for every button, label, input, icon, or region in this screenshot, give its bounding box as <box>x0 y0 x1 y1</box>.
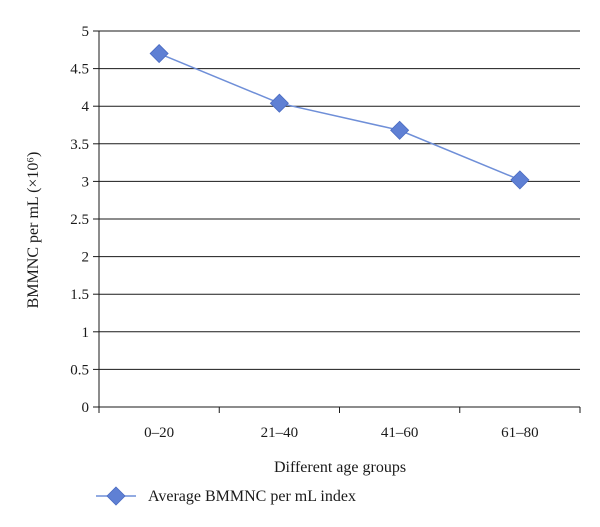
y-tick-label: 0.5 <box>70 362 89 378</box>
legend-label: Average BMMNC per mL index <box>148 488 356 505</box>
legend-marker <box>106 486 126 506</box>
y-tick-label: 4.5 <box>70 62 89 78</box>
y-tick-label: 3.5 <box>70 137 89 153</box>
y-tick-label: 0 <box>82 400 90 416</box>
y-tick-label: 2 <box>82 250 90 266</box>
x-axis-ticks: 0–20 21–40 41–60 61–80 <box>98 407 581 441</box>
data-point <box>390 120 410 140</box>
y-tick-label: 3 <box>82 174 90 190</box>
data-point <box>269 93 289 113</box>
legend: Average BMMNC per mL index <box>96 486 356 506</box>
y-tick-label: 5 <box>82 24 90 40</box>
series-layer <box>149 43 530 190</box>
data-point <box>510 170 530 190</box>
x-tick-label: 41–60 <box>381 425 419 441</box>
y-axis-title: BMMNC per mL (×10⁶) <box>25 152 42 309</box>
x-tick-label: 61–80 <box>501 425 539 441</box>
y-tick-label: 1 <box>82 325 90 341</box>
y-tick-label: 1.5 <box>70 287 89 303</box>
x-axis-title: Different age groups <box>274 459 406 476</box>
gridlines <box>99 30 580 370</box>
x-tick-label: 21–40 <box>261 425 299 441</box>
data-point <box>149 43 169 64</box>
series-line <box>158 52 521 181</box>
x-tick-label: 0–20 <box>144 425 174 441</box>
y-tick-label: 4 <box>82 99 90 115</box>
y-tick-label: 2.5 <box>70 212 89 228</box>
y-axis-ticks: 0 0.5 1 1.5 2 2.5 3 3.5 4 4.5 5 <box>70 24 99 416</box>
